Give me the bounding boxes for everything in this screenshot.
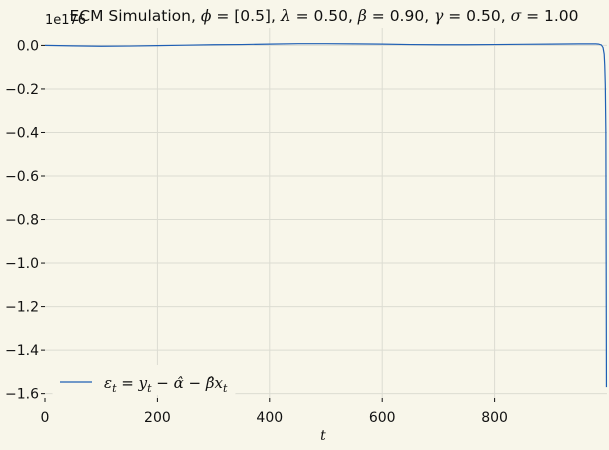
y-tick-label: −0.4 bbox=[5, 125, 39, 141]
x-axis-ticks: 0 200 400 600 800 bbox=[41, 398, 508, 426]
y-tick-label: −0.8 bbox=[5, 213, 39, 229]
y-tick-label: −0.2 bbox=[5, 82, 39, 98]
grid bbox=[45, 28, 607, 398]
legend-box bbox=[52, 365, 236, 395]
x-tick-label: 200 bbox=[144, 410, 171, 426]
x-axis-label: t bbox=[320, 428, 326, 444]
plot-area bbox=[45, 28, 607, 398]
y-tick-label: 0.0 bbox=[17, 38, 39, 54]
series-line bbox=[44, 43, 608, 388]
y-offset-label: 1e176 bbox=[45, 13, 86, 28]
y-axis-ticks: 0.0 −0.2 −0.4 −0.6 −0.8 −1.0 −1.2 −1.4 −1.6 bbox=[5, 38, 45, 403]
y-tick-label: −0.6 bbox=[5, 169, 39, 185]
y-tick-label: −1.0 bbox=[5, 256, 39, 272]
y-tick-label: −1.4 bbox=[5, 343, 39, 359]
legend-label: εt = yt − α̂ − β̂xt bbox=[104, 374, 228, 395]
x-tick-label: 600 bbox=[369, 410, 396, 426]
x-tick-label: 0 bbox=[41, 410, 50, 426]
y-tick-label: −1.6 bbox=[5, 387, 39, 403]
x-tick-label: 800 bbox=[481, 410, 508, 426]
x-tick-label: 400 bbox=[256, 410, 283, 426]
y-tick-label: −1.2 bbox=[5, 300, 39, 316]
chart-title: ECM Simulation, ϕ = [0.5], λ = 0.50, β =… bbox=[69, 7, 578, 25]
legend: εt = yt − α̂ − β̂xt bbox=[52, 365, 236, 395]
